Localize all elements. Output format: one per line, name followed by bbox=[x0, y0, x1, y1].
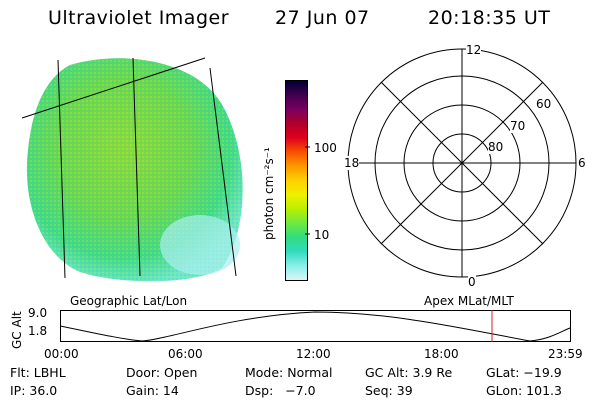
header-date: 27 Jun 07 bbox=[275, 7, 370, 29]
altitude-curve bbox=[60, 311, 571, 342]
apex-caption: Apex MLat/MLT bbox=[424, 294, 514, 308]
status-mode: Mode: Normal bbox=[245, 365, 333, 380]
timeline-axis-label: GC Alt bbox=[10, 311, 24, 349]
colorbar-tick-10: 10 bbox=[314, 228, 330, 242]
status-gain: Gain: 14 bbox=[126, 383, 179, 398]
altitude-timeline bbox=[60, 310, 571, 342]
mlt-label-18: 18 bbox=[344, 156, 360, 170]
timeline-xtick-0000: 00:00 bbox=[44, 347, 79, 361]
mlt-label-0: 0 bbox=[468, 275, 476, 289]
timeline-xtick-0600: 06:00 bbox=[168, 347, 203, 361]
status-gc-alt: GC Alt: 3.9 Re bbox=[365, 365, 453, 380]
status-glat: GLat: −19.9 bbox=[486, 365, 562, 380]
colorbar-ticks bbox=[305, 146, 310, 235]
status-ip: IP: 36.0 bbox=[10, 383, 58, 398]
geographic-image-panel bbox=[21, 57, 243, 282]
instrument-title: Ultraviolet Imager bbox=[48, 7, 230, 29]
polar-diagonal-2 bbox=[380, 81, 544, 245]
mlt-label-12: 12 bbox=[466, 43, 482, 57]
mlt-label-6: 6 bbox=[578, 156, 586, 170]
timeline-ytick-1-8: 1.8 bbox=[28, 324, 48, 338]
mlat-label-70: 70 bbox=[510, 119, 526, 133]
status-door: Door: Open bbox=[126, 365, 198, 380]
status-seq: Seq: 39 bbox=[365, 383, 413, 398]
timeline-xtick-2359: 23:59 bbox=[548, 347, 583, 361]
timeline-ytick-9: 9.0 bbox=[28, 306, 48, 320]
mlat-label-80: 80 bbox=[488, 140, 504, 154]
status-filter: Flt: LBHL bbox=[10, 365, 66, 380]
lat-lon-grid bbox=[21, 57, 237, 279]
status-dsp: Dsp: −7.0 bbox=[245, 383, 316, 398]
status-glon: GLon: 101.3 bbox=[486, 383, 562, 398]
geographic-caption: Geographic Lat/Lon bbox=[70, 294, 188, 308]
mlat-label-60: 60 bbox=[536, 97, 552, 111]
colorbar-tick-100: 100 bbox=[314, 141, 337, 155]
header-time: 20:18:35 UT bbox=[428, 7, 551, 29]
polar-plot bbox=[347, 48, 577, 278]
colorbar bbox=[285, 80, 308, 281]
timeline-xtick-1800: 18:00 bbox=[424, 347, 459, 361]
timeline-xtick-1200: 12:00 bbox=[296, 347, 331, 361]
colorbar-unit-label: photon cm⁻²s⁻¹ bbox=[262, 147, 276, 240]
